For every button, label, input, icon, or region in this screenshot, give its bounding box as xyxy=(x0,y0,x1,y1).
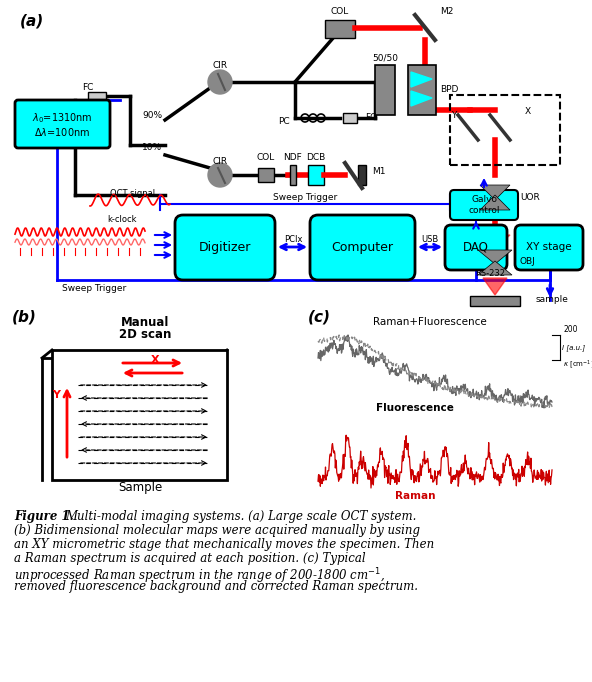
Text: 2D scan: 2D scan xyxy=(119,327,171,340)
Text: I [a.u.]: I [a.u.] xyxy=(562,344,585,351)
Text: M2: M2 xyxy=(440,8,453,16)
Text: Galvo
control: Galvo control xyxy=(468,195,500,215)
Text: Raman: Raman xyxy=(395,491,435,501)
Text: M1: M1 xyxy=(372,168,385,177)
Text: (c): (c) xyxy=(308,310,331,325)
FancyBboxPatch shape xyxy=(515,225,583,270)
Text: Computer: Computer xyxy=(331,241,393,254)
Text: OBJ: OBJ xyxy=(520,258,536,267)
Text: X: X xyxy=(525,108,531,117)
Text: CIR: CIR xyxy=(213,158,227,166)
Text: COL: COL xyxy=(331,8,349,16)
Text: sample: sample xyxy=(536,295,569,304)
Text: DAQ: DAQ xyxy=(463,241,489,254)
Text: X: X xyxy=(151,355,159,365)
Polygon shape xyxy=(480,185,510,200)
Polygon shape xyxy=(478,250,512,264)
Text: CIR: CIR xyxy=(213,61,227,70)
Text: 50/50: 50/50 xyxy=(372,53,398,63)
Text: $\Delta\lambda$=100nm: $\Delta\lambda$=100nm xyxy=(34,126,90,138)
Text: Y: Y xyxy=(52,390,60,400)
Text: Figure 1.: Figure 1. xyxy=(14,510,74,523)
Polygon shape xyxy=(480,235,510,248)
Text: removed fluorescence background and corrected Raman spectrum.: removed fluorescence background and corr… xyxy=(14,580,418,593)
FancyBboxPatch shape xyxy=(175,215,275,280)
Bar xyxy=(375,65,395,115)
Text: Sweep Trigger: Sweep Trigger xyxy=(62,284,126,293)
Bar xyxy=(88,92,106,100)
Bar xyxy=(408,65,436,115)
Text: UOR: UOR xyxy=(520,192,540,201)
Text: 10%: 10% xyxy=(142,143,162,153)
Polygon shape xyxy=(483,278,507,295)
Text: k-clock: k-clock xyxy=(107,216,137,224)
Text: USB: USB xyxy=(422,235,439,245)
Text: 200: 200 xyxy=(563,325,578,334)
Bar xyxy=(343,113,357,123)
Text: OCT signal: OCT signal xyxy=(110,190,155,198)
FancyBboxPatch shape xyxy=(445,225,507,270)
Bar xyxy=(450,95,560,165)
FancyBboxPatch shape xyxy=(450,190,518,220)
Text: XY stage: XY stage xyxy=(526,242,572,252)
Text: Y: Y xyxy=(451,110,456,119)
Bar xyxy=(258,168,274,182)
Text: a Raman spectrum is acquired at each position. (c) Typical: a Raman spectrum is acquired at each pos… xyxy=(14,552,366,565)
Text: Multi-modal imaging systems. (a) Large scale OCT system.: Multi-modal imaging systems. (a) Large s… xyxy=(65,510,416,523)
Text: COL: COL xyxy=(257,153,275,162)
Text: Raman+Fluorescence: Raman+Fluorescence xyxy=(373,317,487,327)
Circle shape xyxy=(208,70,232,94)
Text: PC: PC xyxy=(278,117,290,126)
Polygon shape xyxy=(411,91,432,106)
Text: $\lambda_0$=1310nm: $\lambda_0$=1310nm xyxy=(31,111,92,125)
FancyBboxPatch shape xyxy=(310,215,415,280)
Text: FC: FC xyxy=(82,83,94,91)
Circle shape xyxy=(208,163,232,187)
Bar xyxy=(290,165,296,185)
Polygon shape xyxy=(480,195,510,210)
Text: (a): (a) xyxy=(20,14,44,29)
Text: (b): (b) xyxy=(12,310,37,325)
Text: PCIx: PCIx xyxy=(284,235,303,245)
FancyBboxPatch shape xyxy=(15,100,110,148)
Text: (b) Bidimensional molecular maps were acquired manually by using: (b) Bidimensional molecular maps were ac… xyxy=(14,524,420,537)
Bar xyxy=(358,165,366,185)
Text: an XY micrometric stage that mechanically moves the specimen. Then: an XY micrometric stage that mechanicall… xyxy=(14,538,435,551)
Text: Digitizer: Digitizer xyxy=(199,241,251,254)
Text: unprocessed Raman spectrum in the range of 200-1800 cm$^{-1}$,: unprocessed Raman spectrum in the range … xyxy=(14,566,385,586)
Bar xyxy=(52,350,227,480)
Text: FC: FC xyxy=(365,113,377,123)
Polygon shape xyxy=(478,261,512,275)
Text: Sample: Sample xyxy=(118,481,162,494)
Text: Fluorescence: Fluorescence xyxy=(376,403,454,413)
Text: Sweep Trigger: Sweep Trigger xyxy=(273,194,337,203)
Text: $\kappa$ [cm$^{-1}$] 200: $\kappa$ [cm$^{-1}$] 200 xyxy=(563,359,592,372)
Text: NDF: NDF xyxy=(284,153,303,162)
Text: DCB: DCB xyxy=(307,153,326,162)
Polygon shape xyxy=(411,72,432,87)
Text: Manual: Manual xyxy=(121,316,169,329)
Bar xyxy=(308,165,324,185)
Text: BPD: BPD xyxy=(440,85,458,95)
Text: 90%: 90% xyxy=(142,110,162,119)
Bar xyxy=(470,296,520,306)
Text: RS-232: RS-232 xyxy=(475,269,505,278)
Bar xyxy=(325,20,355,38)
